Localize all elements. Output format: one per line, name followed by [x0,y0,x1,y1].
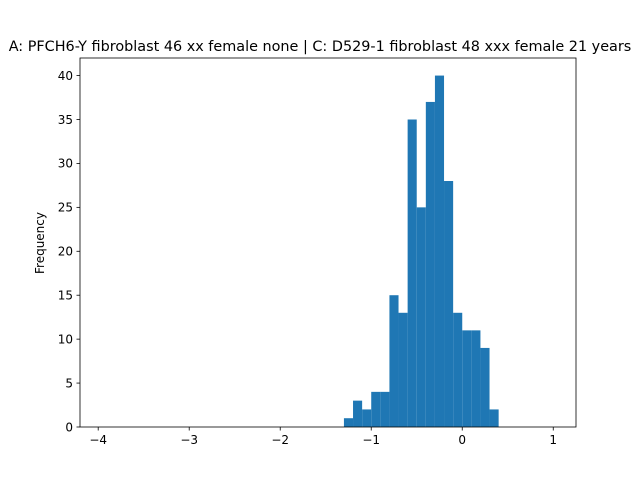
histogram-bar [462,330,472,427]
y-tick-label: 40 [58,69,73,83]
histogram-bar [471,330,481,427]
y-axis-label: Frequency [33,212,47,274]
histogram-bar [416,207,426,427]
histogram-bar [343,418,354,427]
x-tick-label: −1 [362,433,380,447]
histogram-bar [398,312,408,427]
x-tick-label: 1 [549,433,557,447]
x-axis-ticks: −4 −3 −2 −1 0 1 [89,427,557,447]
histogram-bar [362,409,372,427]
x-tick-label: −3 [180,433,198,447]
x-tick-label: 0 [458,433,466,447]
x-tick-label: −4 [89,433,107,447]
chart-title: A: PFCH6-Y fibroblast 46 xx female none … [9,39,632,55]
histogram-bar [371,391,381,427]
histogram-bar [489,409,499,427]
y-tick-label: 35 [58,113,73,127]
y-tick-label: 20 [58,245,73,259]
histogram-bar [434,75,445,427]
histogram-bar [353,400,363,427]
histogram-bar [425,101,435,428]
histogram-bar [389,295,399,427]
y-tick-label: 25 [58,201,73,215]
x-tick-label: −2 [271,433,289,447]
y-tick-label: 10 [58,332,73,346]
y-axis-ticks: 0 5 10 15 20 25 30 35 40 [58,69,80,434]
histogram-bar [453,312,463,427]
histogram-bars [343,75,499,428]
histogram-bar [480,347,490,427]
plot-frame [79,57,577,428]
histogram-bar [380,391,390,427]
histogram-bar [444,181,454,427]
y-tick-label: 30 [58,157,73,171]
y-tick-label: 0 [65,420,73,434]
y-tick-label: 5 [65,376,73,390]
histogram-bar [407,119,417,427]
y-tick-label: 15 [58,289,73,303]
